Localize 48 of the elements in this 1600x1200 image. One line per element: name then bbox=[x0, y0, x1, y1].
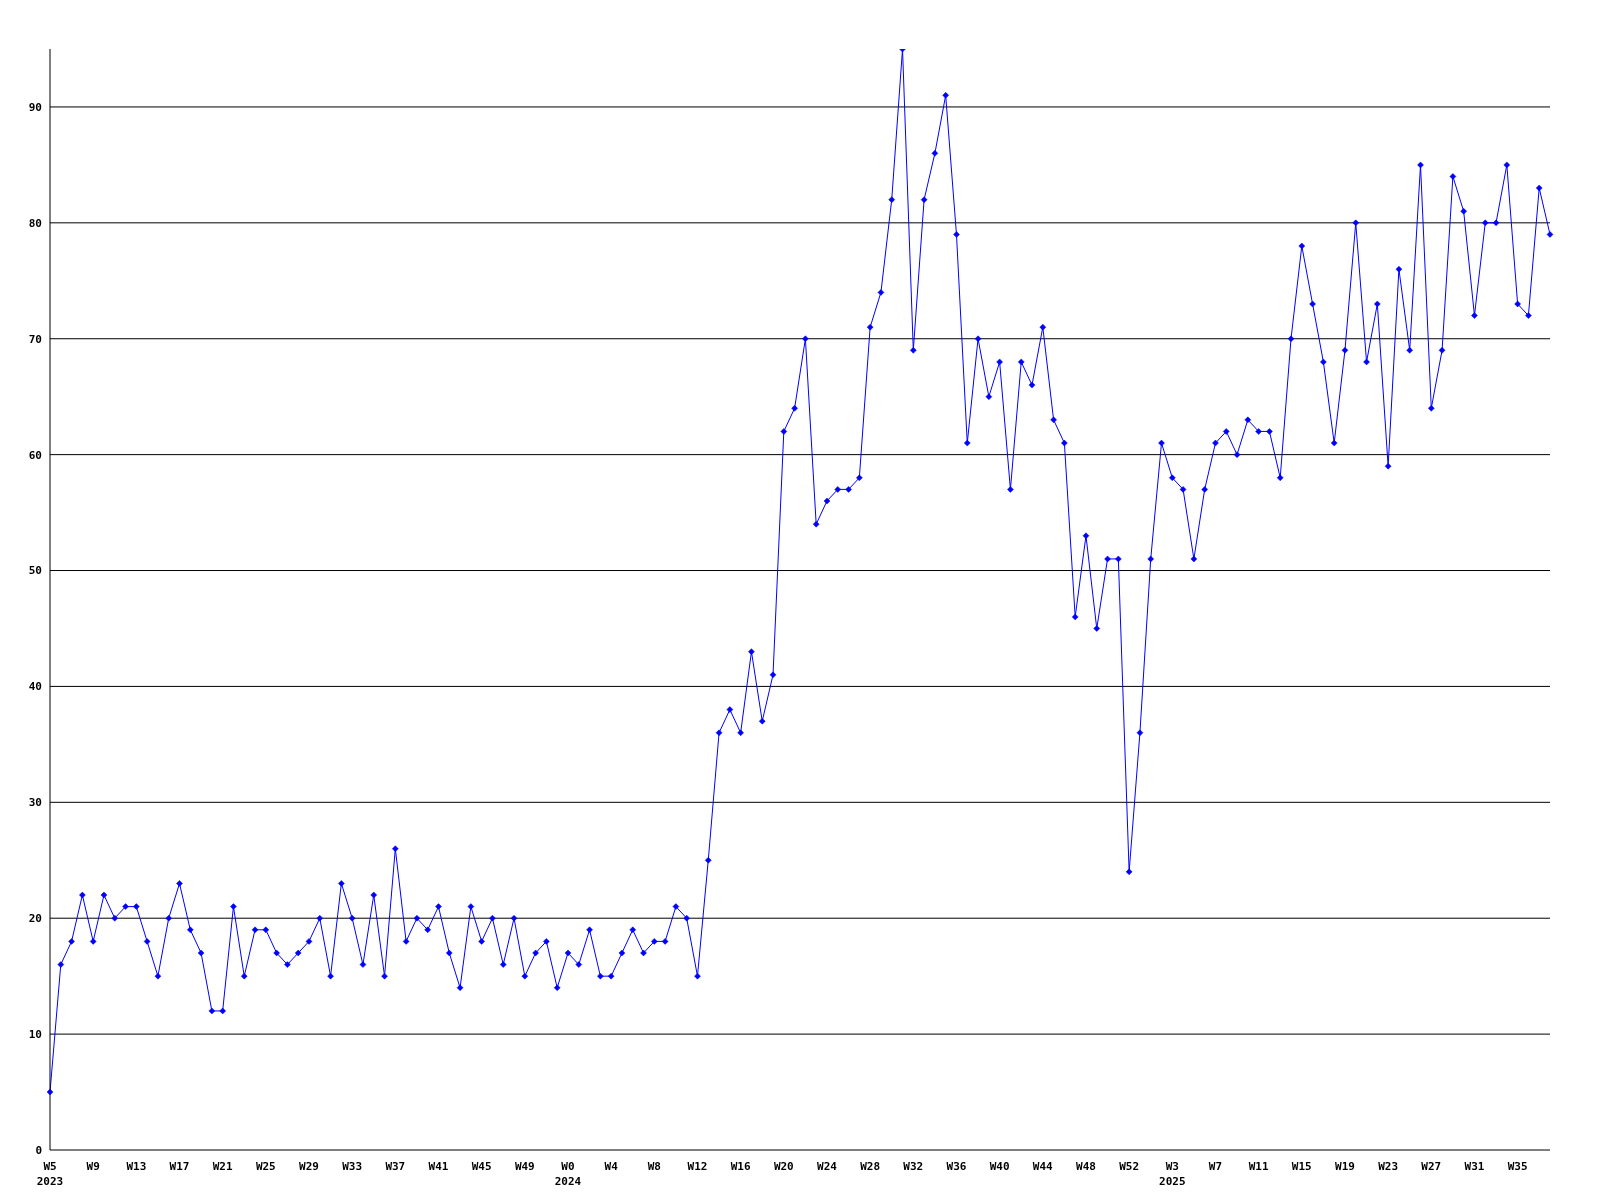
y-tick-label: 40 bbox=[28, 680, 42, 694]
text: 2023 bbox=[36, 1175, 64, 1188]
x-tick-label: W35 bbox=[1507, 1160, 1528, 1173]
x-tick-label: W7 bbox=[1208, 1160, 1223, 1173]
x-tick-label: W49 bbox=[514, 1160, 535, 1173]
x-tick-label: W15 bbox=[1291, 1160, 1312, 1173]
x-tick-label: W31 bbox=[1464, 1160, 1485, 1173]
x-tick-label: W32 bbox=[903, 1160, 924, 1173]
y-tick-label: 10 bbox=[28, 1028, 42, 1042]
x-tick-label: W0 bbox=[561, 1160, 575, 1173]
y-tick-label: 90 bbox=[28, 100, 42, 114]
x-tick-label: W24 bbox=[817, 1160, 838, 1173]
x-tick-label: W13 bbox=[126, 1160, 147, 1173]
x-tick-label: W25 bbox=[255, 1160, 276, 1173]
x-tick-label: W4 bbox=[604, 1160, 619, 1173]
x-tick-label: W45 bbox=[471, 1160, 492, 1173]
x-tick-label: W17 bbox=[169, 1160, 190, 1173]
x-tick-label: W9 bbox=[86, 1160, 100, 1173]
y-tick-label: 50 bbox=[28, 564, 42, 578]
x-tick-label: W40 bbox=[989, 1160, 1010, 1173]
x-tick-label: W28 bbox=[860, 1160, 881, 1173]
x-tick-label: W8 bbox=[647, 1160, 661, 1173]
x-tick-label: W33 bbox=[342, 1160, 363, 1173]
x-tick-label: W12 bbox=[687, 1160, 708, 1173]
x-tick-label: W5 bbox=[43, 1160, 57, 1173]
y-tick-label: 20 bbox=[28, 912, 42, 926]
x-tick-label: W36 bbox=[946, 1160, 967, 1173]
x-tick-label: W19 bbox=[1335, 1160, 1355, 1173]
x-tick-label: W41 bbox=[428, 1160, 449, 1173]
y-tick-label: 0 bbox=[35, 1143, 42, 1157]
x-tick-label: W37 bbox=[385, 1160, 406, 1173]
x-tick-label: W11 bbox=[1248, 1160, 1269, 1173]
x-tick-label: W44 bbox=[1032, 1160, 1054, 1173]
y-tick-label: 70 bbox=[28, 332, 42, 346]
text: 2024 bbox=[554, 1175, 582, 1188]
x-tick-label: W29 bbox=[299, 1160, 319, 1173]
x-tick-label: W48 bbox=[1076, 1160, 1096, 1173]
x-tick-label: W3 bbox=[1165, 1160, 1179, 1173]
x-tick-label: W23 bbox=[1378, 1160, 1399, 1173]
x-tick-label: W16 bbox=[730, 1160, 751, 1173]
y-tick-label: 60 bbox=[28, 448, 42, 462]
text: 2025 bbox=[1159, 1175, 1186, 1188]
x-tick-label: W20 bbox=[773, 1160, 794, 1173]
y-tick-label: 80 bbox=[28, 216, 42, 230]
x-tick-label: W27 bbox=[1421, 1160, 1442, 1173]
x-tick-label: W21 bbox=[212, 1160, 233, 1173]
y-tick-label: 30 bbox=[28, 796, 42, 810]
x-tick-label: W52 bbox=[1119, 1160, 1140, 1173]
